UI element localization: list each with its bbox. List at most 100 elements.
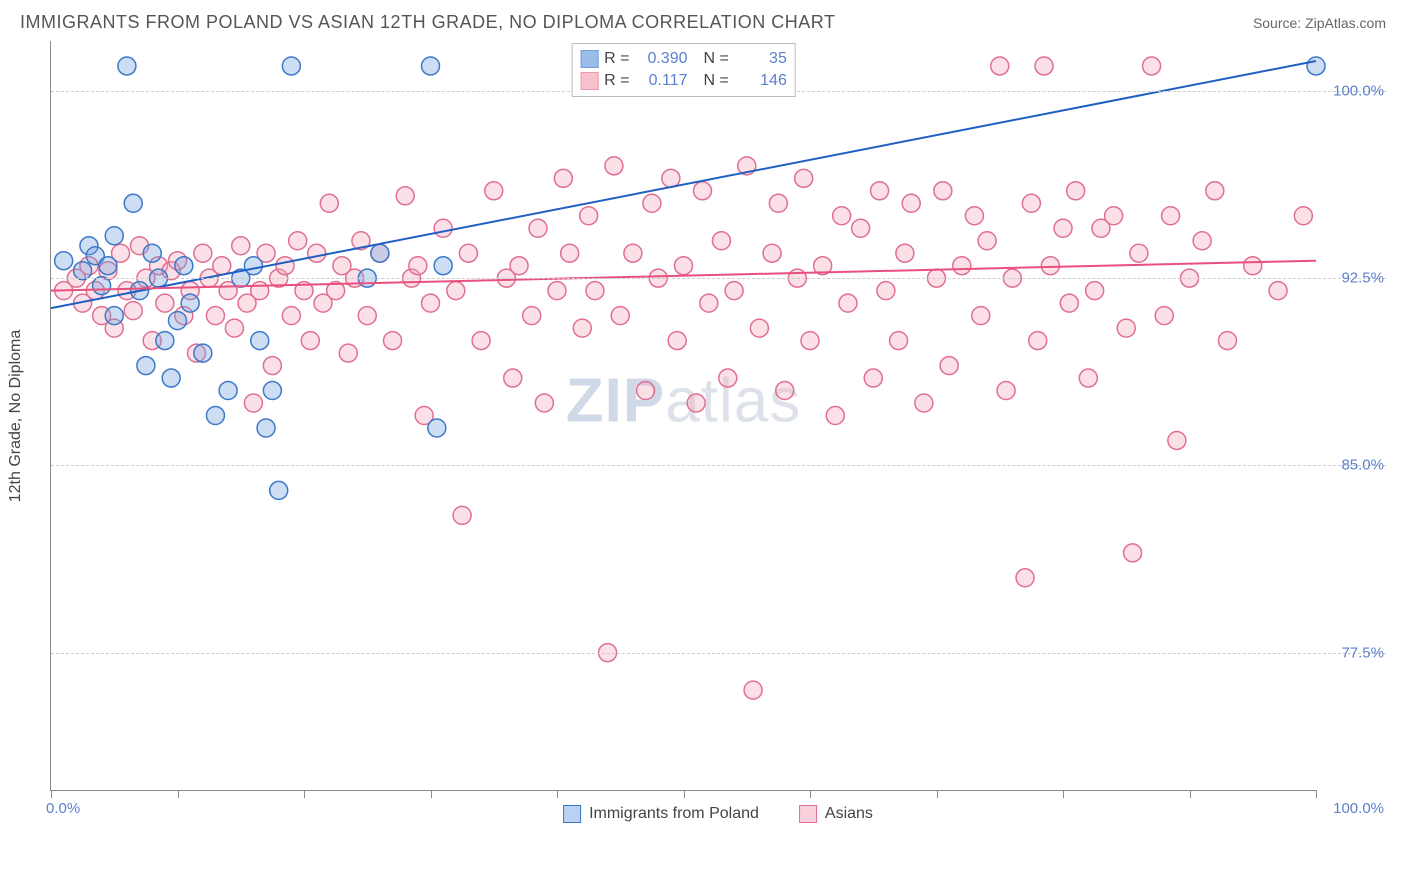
data-point-asians: [668, 332, 686, 350]
data-point-asians: [301, 332, 319, 350]
data-point-asians: [1105, 207, 1123, 225]
data-point-asians: [510, 257, 528, 275]
data-point-asians: [523, 307, 541, 325]
data-point-asians: [637, 382, 655, 400]
data-point-asians: [459, 244, 477, 262]
data-point-asians: [750, 319, 768, 337]
data-point-asians: [675, 257, 693, 275]
chart-title: IMMIGRANTS FROM POLAND VS ASIAN 12TH GRA…: [20, 12, 835, 33]
legend: Immigrants from PolandAsians: [563, 805, 873, 823]
data-point-asians: [244, 394, 262, 412]
data-point-asians: [263, 357, 281, 375]
data-point-asians: [276, 257, 294, 275]
data-point-poland: [1307, 57, 1325, 75]
x-tick: [431, 790, 432, 798]
y-tick-label: 77.5%: [1341, 644, 1384, 661]
stat-r-value: 0.390: [636, 50, 688, 68]
data-point-asians: [1060, 294, 1078, 312]
gridline: [51, 278, 1386, 279]
data-point-asians: [194, 244, 212, 262]
data-point-asians: [871, 182, 889, 200]
x-tick: [557, 790, 558, 798]
data-point-asians: [776, 382, 794, 400]
data-point-asians: [485, 182, 503, 200]
data-point-poland: [428, 419, 446, 437]
data-point-asians: [358, 307, 376, 325]
data-point-poland: [118, 57, 136, 75]
x-tick: [810, 790, 811, 798]
data-point-asians: [225, 319, 243, 337]
data-point-asians: [1029, 332, 1047, 350]
data-point-asians: [687, 394, 705, 412]
data-point-poland: [137, 357, 155, 375]
source-attribution: Source: ZipAtlas.com: [1253, 15, 1386, 31]
data-point-poland: [244, 257, 262, 275]
data-point-poland: [194, 344, 212, 362]
x-tick: [1190, 790, 1191, 798]
data-point-asians: [339, 344, 357, 362]
data-point-poland: [99, 257, 117, 275]
data-point-asians: [693, 182, 711, 200]
data-point-asians: [965, 207, 983, 225]
data-point-poland: [143, 244, 161, 262]
data-point-asians: [902, 194, 920, 212]
stat-label: R =: [604, 72, 629, 90]
data-point-asians: [1054, 219, 1072, 237]
data-point-asians: [978, 232, 996, 250]
data-point-asians: [852, 219, 870, 237]
data-point-asians: [1016, 569, 1034, 587]
data-point-asians: [409, 257, 427, 275]
data-point-asians: [769, 194, 787, 212]
data-point-asians: [624, 244, 642, 262]
data-point-poland: [105, 307, 123, 325]
data-point-poland: [156, 332, 174, 350]
data-point-asians: [206, 307, 224, 325]
y-tick-label: 100.0%: [1333, 82, 1384, 99]
data-point-asians: [1124, 544, 1142, 562]
data-point-asians: [801, 332, 819, 350]
data-point-poland: [55, 252, 73, 270]
data-point-asians: [1294, 207, 1312, 225]
data-point-asians: [1079, 369, 1097, 387]
data-point-poland: [74, 262, 92, 280]
data-point-asians: [232, 237, 250, 255]
data-point-asians: [453, 506, 471, 524]
data-point-asians: [1067, 182, 1085, 200]
x-axis-min-label: 0.0%: [46, 800, 80, 817]
data-point-asians: [953, 257, 971, 275]
data-point-poland: [282, 57, 300, 75]
data-point-asians: [1206, 182, 1224, 200]
data-point-asians: [725, 282, 743, 300]
data-point-asians: [700, 294, 718, 312]
data-point-poland: [257, 419, 275, 437]
data-point-asians: [1162, 207, 1180, 225]
data-point-asians: [795, 169, 813, 187]
data-point-asians: [1022, 194, 1040, 212]
gridline: [51, 653, 1386, 654]
data-point-asians: [573, 319, 591, 337]
data-point-asians: [1041, 257, 1059, 275]
data-point-asians: [611, 307, 629, 325]
data-point-asians: [744, 681, 762, 699]
x-tick: [1063, 790, 1064, 798]
data-point-asians: [643, 194, 661, 212]
legend-label: Immigrants from Poland: [589, 805, 759, 823]
stat-row-poland: R =0.390N =35: [580, 48, 787, 70]
x-tick: [51, 790, 52, 798]
data-point-asians: [504, 369, 522, 387]
data-point-asians: [991, 57, 1009, 75]
stat-row-asians: R =0.117N =146: [580, 70, 787, 92]
data-point-asians: [529, 219, 547, 237]
scatter-svg: [51, 41, 1316, 790]
data-point-poland: [270, 481, 288, 499]
chart-container: 12th Grade, No Diploma ZIPatlas R =0.390…: [50, 41, 1386, 831]
x-tick: [304, 790, 305, 798]
stat-r-value: 0.117: [636, 72, 688, 90]
data-point-asians: [1168, 431, 1186, 449]
data-point-asians: [586, 282, 604, 300]
data-point-asians: [934, 182, 952, 200]
data-point-asians: [434, 219, 452, 237]
data-point-asians: [308, 244, 326, 262]
data-point-asians: [864, 369, 882, 387]
data-point-poland: [169, 312, 187, 330]
